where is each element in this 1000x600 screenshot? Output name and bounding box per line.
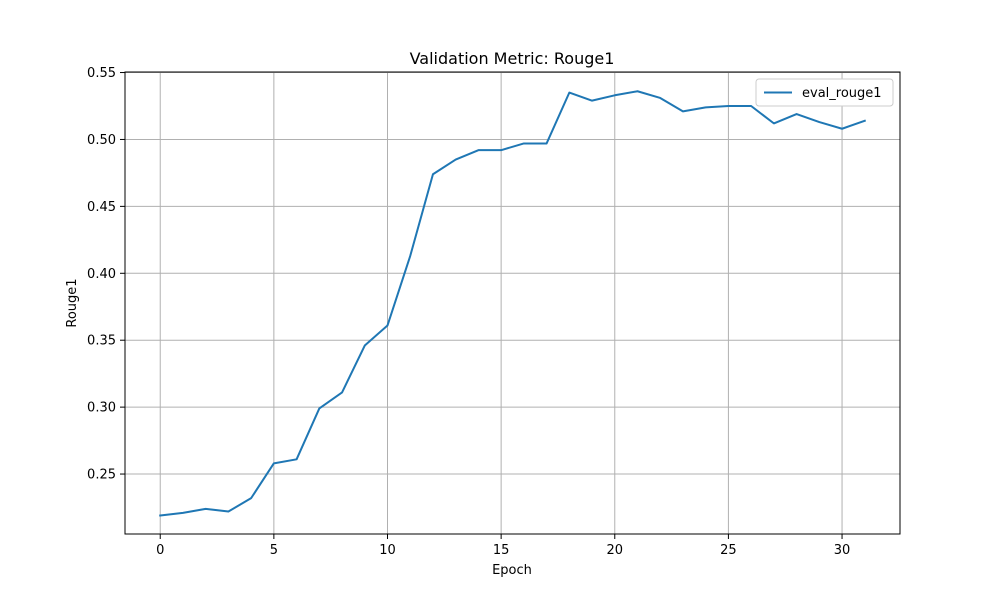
x-axis-label: Epoch — [492, 563, 532, 578]
y-tick-label: 0.25 — [87, 468, 116, 483]
y-tick-label: 0.40 — [87, 267, 116, 282]
y-tick-label: 0.35 — [87, 334, 116, 349]
y-tick-label: 0.55 — [87, 66, 116, 81]
series-line-eval-rouge1 — [159, 90, 867, 517]
series-layer — [159, 90, 867, 517]
legend-series-label: eval_rouge1 — [802, 86, 882, 101]
x-tick-label: 15 — [493, 543, 510, 558]
y-axis-label: Rouge1 — [65, 278, 80, 327]
chart-title: Validation Metric: Rouge1 — [410, 49, 615, 68]
legend: eval_rouge1 — [755, 78, 894, 107]
legend-box — [755, 78, 894, 107]
y-tick-label: 0.50 — [87, 133, 116, 148]
x-tick-label: 5 — [270, 543, 278, 558]
axis-layer: 0 5 10 15 20 25 30 0.25 0.30 0.35 0.40 0.45 0.50 0.55 — [87, 66, 850, 558]
x-tick-label: 30 — [834, 543, 851, 558]
plot-frame — [124, 71, 901, 535]
grid-layer — [125, 72, 900, 534]
x-tick-label: 0 — [156, 543, 164, 558]
x-tick-label: 20 — [606, 543, 623, 558]
x-tick-label: 25 — [720, 543, 737, 558]
y-tick-label: 0.30 — [87, 401, 116, 416]
y-tick-label: 0.45 — [87, 200, 116, 215]
plot-area — [125, 72, 900, 534]
x-tick-label: 10 — [379, 543, 396, 558]
